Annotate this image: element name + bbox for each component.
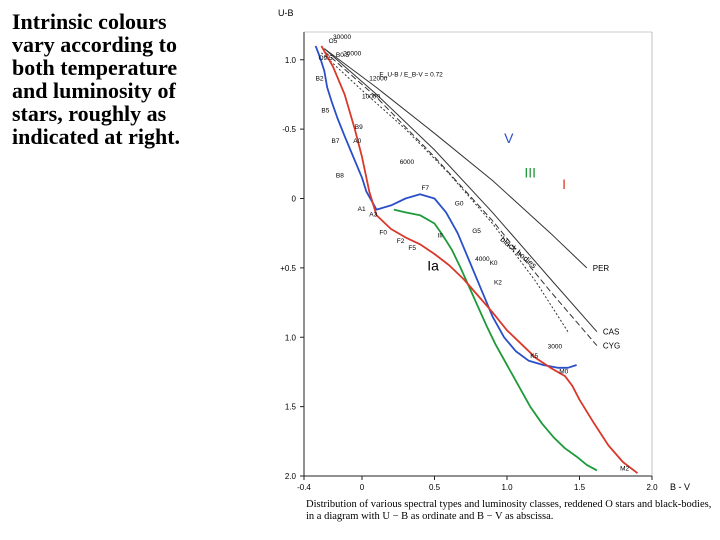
point-label: M2 [620,465,629,472]
point-label: O5 [329,38,338,45]
point-label: K2 [494,280,502,287]
slide-text: Intrinsic colours vary according to both… [12,10,252,148]
point-label: A1 [358,206,366,213]
reference-line-cyg [323,51,598,346]
point-label: K0 [490,260,498,267]
x-axis-label: B - V [670,482,690,492]
caption-line: in a diagram with U − B as ordinate and … [306,511,554,522]
point-label: A3 [369,212,377,219]
point-label: B2 [316,76,324,83]
reference-line-label: CAS [603,328,619,337]
point-label: G0 [455,200,464,207]
y-axis-label: U-B [278,8,294,18]
ticks: -0.4 0 0.5 1.0 1.5 2.0 1.0 -0.5 0 +0.5 1.0 1.5 2.0 [280,56,658,492]
x-tick-label: 0.5 [429,483,441,492]
axes: U-B B - V [278,8,690,492]
slide-text-line: stars, roughly as [12,101,167,126]
reference-line-label: PER [593,264,610,273]
slide-text-line: both temperature [12,55,178,80]
x-tick-label: 1.5 [574,483,586,492]
point-label: F2 [397,238,405,245]
x-tick-label: 2.0 [646,483,658,492]
slide-text-line: and luminosity of [12,78,176,103]
y-tick-label: 2.0 [285,472,297,481]
point-label: V [504,130,514,146]
point-label: 30000 [333,34,351,41]
series-line-iii [393,208,598,472]
reference-line-label: black bodies [498,235,538,270]
point-label: F7 [421,185,429,192]
series-lines [314,45,639,474]
reference-line-black-bodies [321,52,569,332]
reddening-annotation: E_U-B / E_B-V = 0.72 [379,71,443,78]
point-label: B7 [332,138,340,145]
y-tick-label: +0.5 [280,264,296,273]
point-label: A0 [353,138,361,145]
point-label: 4000 [475,256,490,263]
point-label: M0 [559,368,568,375]
point-label: 6000 [400,159,415,166]
y-tick-label: 1.5 [285,403,297,412]
slide-text-line: Intrinsic colours [12,9,167,34]
reference-line-cas [323,48,598,333]
point-label: B8 [336,173,344,180]
caption-line: Distribution of various spectral types a… [306,499,712,510]
point-label: B5 [321,107,329,114]
point-label: 10000 [362,94,380,101]
y-tick-label: -0.5 [282,125,296,134]
y-tick-label: 1.0 [285,56,297,65]
point-label: 12000 [369,76,387,83]
point-label: Ia [427,258,439,274]
series-line-v [314,45,577,369]
point-label: O9.5 [319,55,333,62]
point-label: K5 [530,353,538,360]
x-tick-label: 1.0 [501,483,513,492]
point-label: III [524,165,536,181]
point-label: B0.5 [336,52,350,59]
y-tick-label: 0 [292,195,297,204]
x-tick-label: 0 [360,483,365,492]
slide-text-line: vary according to [12,32,177,57]
figure-caption: Distribution of various spectral types a… [306,499,716,523]
point-label: III [437,232,443,239]
point-label: F0 [379,230,387,237]
point-labels: O5 O9.5 B0.5 30000 20000 12000 10000 6000 4000 30… [316,34,630,473]
point-label: F5 [408,245,416,252]
x-tick-label: -0.4 [297,483,311,492]
point-label: G5 [472,228,481,235]
point-label: B9 [355,124,363,131]
point-label: 3000 [548,343,563,350]
point-label: 20000 [343,51,361,58]
reference-line-per [324,48,588,269]
y-tick-label: 1.0 [285,333,297,342]
series-line-i [320,45,639,474]
slide-text-line: indicated at right. [12,124,181,149]
point-label: I [562,176,566,192]
reference-line-label: CYG [603,342,620,351]
